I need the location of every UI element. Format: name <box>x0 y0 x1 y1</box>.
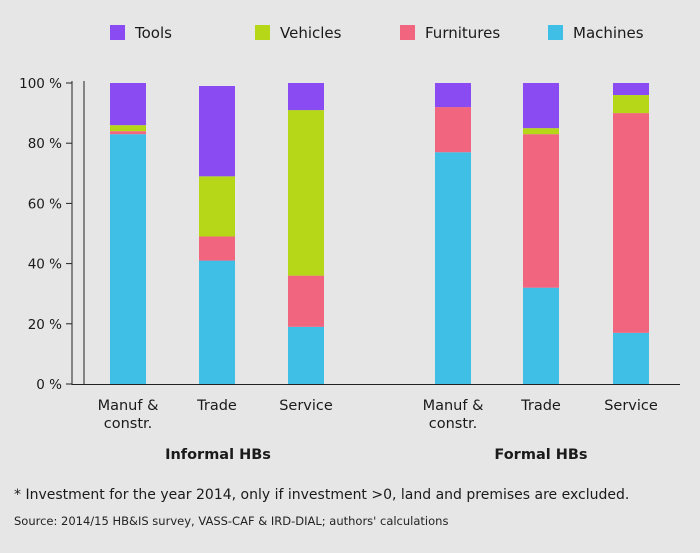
bar-segment-furnitures <box>523 134 559 288</box>
legend-label-furnitures: Furnitures <box>425 24 500 42</box>
bar-segment-machines <box>435 152 471 384</box>
source-note: Source: 2014/15 HB&IS survey, VASS-CAF &… <box>14 514 449 528</box>
x-tick-label: constr. <box>429 416 478 432</box>
bar-segment-tools <box>288 83 324 111</box>
bar-segment-furnitures <box>110 131 146 135</box>
legend-label-vehicles: Vehicles <box>280 24 342 42</box>
y-tick-label: 60 % <box>28 196 62 212</box>
legend-label-machines: Machines <box>573 24 644 42</box>
bar-segment-furnitures <box>199 236 235 261</box>
legend-swatch-machines <box>548 25 563 40</box>
legend-label-tools: Tools <box>134 24 172 42</box>
bar-segment-furnitures <box>435 107 471 153</box>
y-tick-label: 0 % <box>36 377 62 393</box>
bar-segment-vehicles <box>199 176 235 237</box>
bar-segment-tools <box>613 83 649 96</box>
legend-swatch-tools <box>110 25 125 40</box>
bar-segment-furnitures <box>613 113 649 333</box>
bar-segment-machines <box>523 287 559 384</box>
bar-segment-vehicles <box>523 128 559 135</box>
y-tick-label: 100 % <box>19 76 62 92</box>
group-label: Formal HBs <box>494 447 587 463</box>
bar-segment-machines <box>288 326 324 384</box>
group-label: Informal HBs <box>165 447 271 463</box>
bar-segment-vehicles <box>110 125 146 132</box>
y-tick-label: 40 % <box>28 257 62 273</box>
x-tick-label: Manuf & <box>423 398 484 414</box>
bar-segment-tools <box>435 83 471 108</box>
y-tick-label: 80 % <box>28 136 62 152</box>
bar-segment-machines <box>613 332 649 384</box>
legend-swatch-vehicles <box>255 25 270 40</box>
bar-segment-machines <box>110 134 146 384</box>
x-tick-label: Trade <box>196 398 237 414</box>
x-tick-label: Manuf & <box>98 398 159 414</box>
bar-segment-tools <box>523 83 559 129</box>
bar-segment-vehicles <box>613 95 649 114</box>
bar-segment-machines <box>199 260 235 384</box>
bar-segment-tools <box>199 86 235 177</box>
chart-canvas: Tools Vehicles Furnitures Machines 0 % 20 % 40… <box>19 24 680 463</box>
bar-segment-vehicles <box>288 110 324 276</box>
bar-segment-tools <box>110 83 146 126</box>
legend-swatch-furnitures <box>400 25 415 40</box>
x-tick-label: Service <box>279 398 333 414</box>
y-tick-label: 20 % <box>28 317 62 333</box>
x-tick-label: Service <box>604 398 658 414</box>
footnote: * Investment for the year 2014, only if … <box>14 487 630 503</box>
x-tick-label: constr. <box>104 416 153 432</box>
bar-segment-furnitures <box>288 275 324 327</box>
x-tick-label: Trade <box>520 398 561 414</box>
